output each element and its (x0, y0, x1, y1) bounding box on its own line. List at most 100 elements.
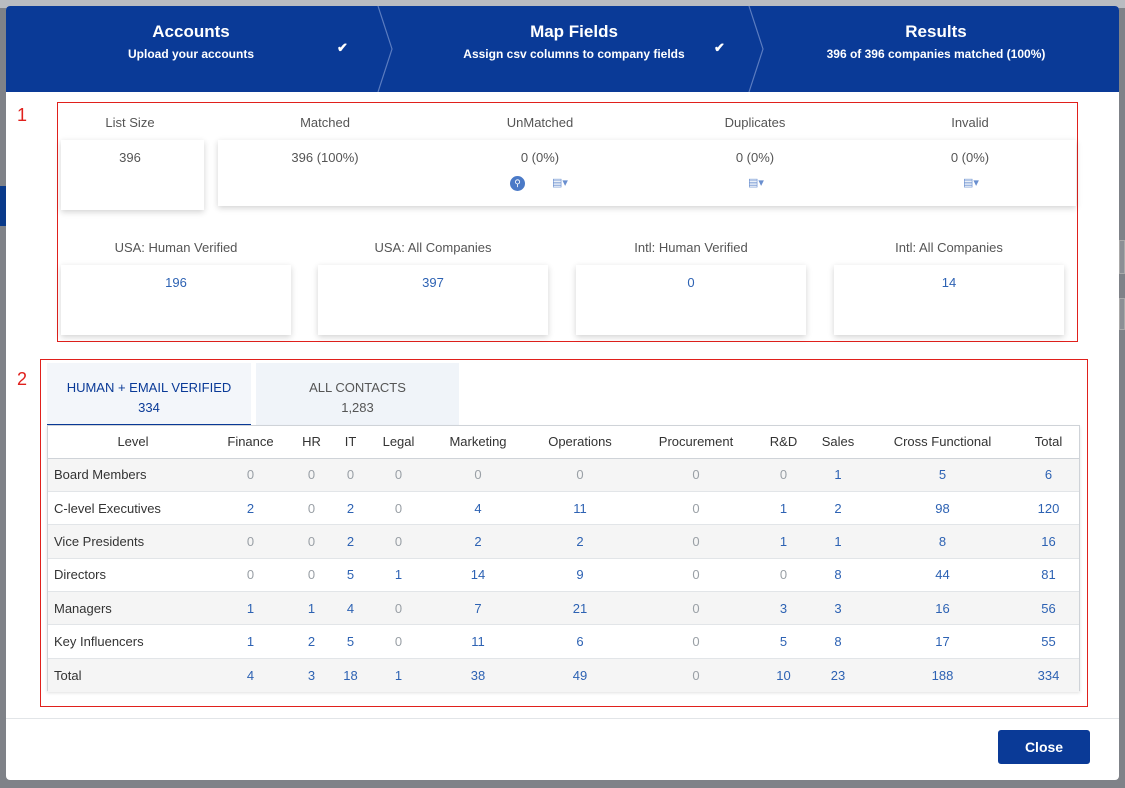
table-row: Board Members 0 0 0 0 0 0 0 0 1 5 6 (48, 457, 1079, 492)
contact-count-cell: 0 (367, 591, 430, 625)
step-results[interactable]: Results 396 of 396 companies matched (10… (765, 6, 1107, 92)
tab-human-email-verified[interactable]: HUMAN + EMAIL VERIFIED 334 (47, 363, 251, 426)
wizard-steps: Accounts Upload your accounts ✔ Map Fiel… (6, 6, 1119, 92)
contact-count-cell[interactable]: 4 (334, 591, 367, 625)
intl-human-verified-value[interactable]: 0 (687, 275, 695, 290)
contact-count-cell[interactable]: 188 (867, 657, 1018, 692)
contact-count-cell[interactable]: 1 (367, 557, 430, 592)
matched-label: Matched (300, 115, 350, 130)
step-title: Map Fields (530, 22, 618, 41)
contact-count-cell[interactable]: 6 (1018, 457, 1079, 492)
contact-count-cell[interactable]: 56 (1018, 591, 1079, 625)
contact-count-cell: 0 (289, 557, 334, 592)
contact-count-cell[interactable]: 23 (809, 657, 867, 692)
contact-count-cell[interactable]: 1 (367, 657, 430, 692)
close-button[interactable]: Close (998, 730, 1090, 764)
contact-count-cell[interactable]: 44 (867, 557, 1018, 592)
table-row: Total 4 3 18 1 38 49 0 10 23 188 334 (48, 657, 1079, 692)
contact-count-cell[interactable]: 49 (526, 657, 634, 692)
table-row: Key Influencers 1 2 5 0 11 6 0 5 8 17 55 (48, 624, 1079, 659)
contact-count-cell: 0 (430, 457, 526, 492)
contact-count-cell[interactable]: 5 (334, 557, 367, 592)
contact-count-cell[interactable]: 21 (526, 591, 634, 625)
contact-count-cell[interactable]: 1 (758, 524, 809, 559)
contact-count-cell[interactable]: 3 (809, 591, 867, 625)
contact-count-cell: 0 (758, 457, 809, 492)
table-row: Directors 0 0 5 1 14 9 0 0 8 44 81 (48, 557, 1079, 592)
contact-count-cell[interactable]: 5 (758, 624, 809, 659)
step-accounts[interactable]: Accounts Upload your accounts ✔ (6, 6, 376, 92)
contact-count-cell[interactable]: 18 (334, 657, 367, 692)
contact-count-cell[interactable]: 2 (334, 524, 367, 559)
contact-count-cell[interactable]: 16 (867, 591, 1018, 625)
contact-count-cell: 0 (367, 524, 430, 559)
contact-count-cell: 0 (212, 524, 289, 559)
contact-count-cell[interactable]: 9 (526, 557, 634, 592)
tab-label: HUMAN + EMAIL VERIFIED (66, 380, 232, 395)
contact-count-cell[interactable]: 1 (758, 490, 809, 525)
contact-count-cell[interactable]: 6 (526, 624, 634, 659)
contact-count-cell[interactable]: 2 (212, 490, 289, 525)
contact-count-cell[interactable]: 8 (809, 557, 867, 592)
contact-count-cell[interactable]: 334 (1018, 657, 1079, 692)
tab-all-contacts[interactable]: ALL CONTACTS 1,283 (256, 363, 459, 426)
contact-count-cell[interactable]: 120 (1018, 490, 1079, 525)
contact-count-cell[interactable]: 98 (867, 490, 1018, 525)
contact-count-cell[interactable]: 10 (758, 657, 809, 692)
usa-all-companies-value[interactable]: 397 (422, 275, 444, 290)
contact-count-cell[interactable]: 2 (526, 524, 634, 559)
contact-count-cell[interactable]: 16 (1018, 524, 1079, 559)
contact-count-cell[interactable]: 5 (867, 457, 1018, 492)
contact-count-cell[interactable]: 2 (809, 490, 867, 525)
intl-all-companies-label: Intl: All Companies (895, 240, 1003, 255)
contact-count-cell[interactable]: 4 (430, 490, 526, 525)
contact-count-cell: 0 (526, 457, 634, 492)
backdrop-fragment (1119, 240, 1125, 274)
contact-count-cell[interactable]: 2 (430, 524, 526, 559)
contact-count-cell: 0 (212, 457, 289, 492)
column-header: Operations (526, 426, 634, 459)
contact-count-cell[interactable]: 11 (430, 624, 526, 659)
invalid-value: 0 (0%) (950, 150, 990, 165)
table-header-row: Level Finance HR IT Legal Marketing Oper… (48, 426, 1079, 459)
column-header: Procurement (634, 426, 758, 459)
export-dropdown-icon[interactable]: ▤▾ (552, 177, 568, 189)
contact-count-cell[interactable]: 55 (1018, 624, 1079, 659)
contact-count-cell[interactable]: 5 (334, 624, 367, 659)
contact-count-cell[interactable]: 8 (867, 524, 1018, 559)
contact-count-cell[interactable]: 81 (1018, 557, 1079, 592)
contact-count-cell[interactable]: 2 (289, 624, 334, 659)
contact-count-cell[interactable]: 14 (430, 557, 526, 592)
column-header: Level (48, 426, 212, 459)
contact-count-cell: 0 (634, 457, 758, 492)
contact-count-cell[interactable]: 7 (430, 591, 526, 625)
list-size-value: 396 (119, 150, 141, 165)
contact-count-cell[interactable]: 1 (809, 457, 867, 492)
contact-count-cell[interactable]: 1 (809, 524, 867, 559)
contact-count-cell[interactable]: 17 (867, 624, 1018, 659)
contact-count-cell[interactable]: 1 (212, 591, 289, 625)
contact-count-cell[interactable]: 8 (809, 624, 867, 659)
contact-count-cell[interactable]: 4 (212, 657, 289, 692)
row-level-label: Vice Presidents (48, 524, 212, 559)
export-dropdown-icon[interactable]: ▤▾ (748, 177, 764, 189)
contact-count-cell[interactable]: 3 (758, 591, 809, 625)
search-icon[interactable]: ⚲ (510, 176, 525, 191)
contact-count-cell[interactable]: 1 (212, 624, 289, 659)
contact-count-cell[interactable]: 11 (526, 490, 634, 525)
intl-all-companies-value[interactable]: 14 (941, 275, 957, 290)
contacts-table: Level Finance HR IT Legal Marketing Oper… (47, 425, 1080, 692)
export-dropdown-icon[interactable]: ▤▾ (963, 177, 979, 189)
contact-count-cell: 0 (212, 557, 289, 592)
contact-count-cell[interactable]: 1 (289, 591, 334, 625)
duplicates-value: 0 (0%) (735, 150, 775, 165)
usa-human-verified-value[interactable]: 196 (165, 275, 187, 290)
step-map-fields[interactable]: Map Fields Assign csv columns to company… (394, 6, 754, 92)
contact-count-cell[interactable]: 2 (334, 490, 367, 525)
contact-count-cell[interactable]: 38 (430, 657, 526, 692)
unmatched-value: 0 (0%) (520, 150, 560, 165)
table-row: Managers 1 1 4 0 7 21 0 3 3 16 56 (48, 591, 1079, 625)
list-size-card (61, 140, 204, 210)
results-modal: Accounts Upload your accounts ✔ Map Fiel… (6, 6, 1119, 780)
contact-count-cell[interactable]: 3 (289, 657, 334, 692)
